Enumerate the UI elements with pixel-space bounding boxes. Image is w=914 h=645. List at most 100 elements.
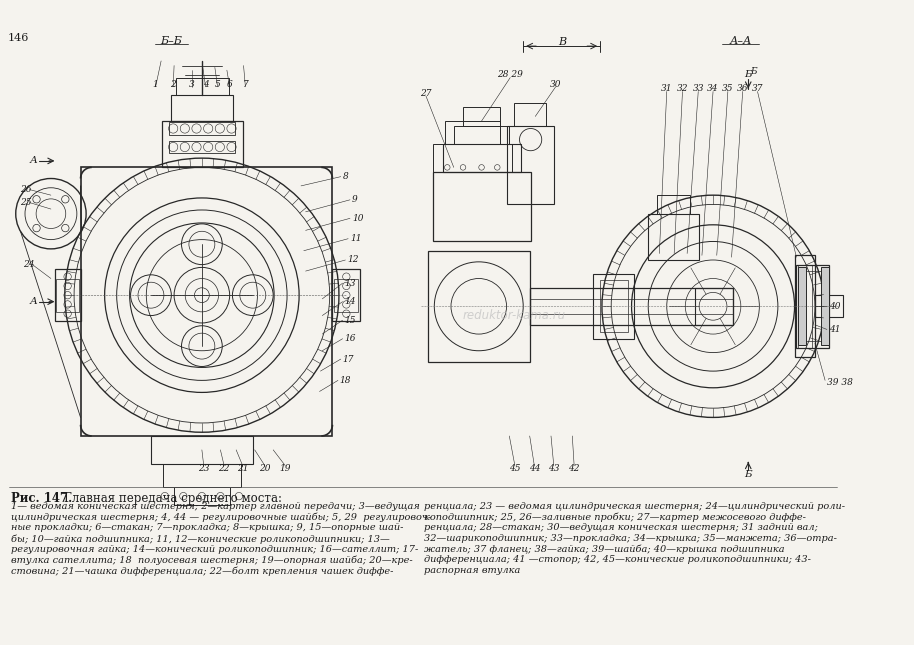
Text: 14: 14 — [345, 297, 356, 306]
Text: 42: 42 — [569, 464, 579, 473]
Text: 41: 41 — [829, 325, 840, 334]
Text: стовина; 21—чашка дифференциала; 22—болт крепления чашек диффе-: стовина; 21—чашка дифференциала; 22—болт… — [11, 566, 394, 575]
Text: 32: 32 — [676, 84, 688, 93]
Text: 13: 13 — [345, 279, 356, 288]
Bar — [648, 213, 699, 260]
Text: 25: 25 — [20, 198, 32, 207]
Bar — [169, 141, 235, 154]
Text: дифференциала; 41 —стопор; 42, 45—конические роликоподшипники; 43-: дифференциала; 41 —стопор; 42, 45—кониче… — [424, 555, 811, 564]
Bar — [151, 436, 253, 464]
Text: 40: 40 — [829, 302, 840, 311]
Text: 37: 37 — [751, 84, 763, 93]
Bar — [798, 268, 805, 345]
Text: ренциала; 23 — ведомая цилиндрическая шестерня; 24—цилиндрический роли-: ренциала; 23 — ведомая цилиндрическая ше… — [424, 502, 845, 511]
Text: 17: 17 — [343, 355, 354, 364]
Bar — [162, 121, 242, 168]
Bar — [801, 271, 824, 341]
Text: 9: 9 — [352, 195, 357, 204]
Text: reduktor-kama.ru: reduktor-kama.ru — [462, 309, 566, 322]
Text: 26: 26 — [20, 185, 32, 194]
Bar — [798, 264, 813, 348]
Text: 33: 33 — [693, 84, 704, 93]
Text: 30: 30 — [550, 79, 561, 88]
Bar — [80, 168, 333, 436]
Text: В: В — [558, 37, 566, 47]
Text: 20: 20 — [259, 464, 271, 473]
Text: 39 38: 39 38 — [827, 378, 853, 387]
Bar — [428, 251, 530, 362]
Text: Б: Б — [744, 70, 752, 79]
Text: коподшипник; 25, 26—заливные пробки; 27—картер межосевого диффе-: коподшипник; 25, 26—заливные пробки; 27—… — [424, 513, 806, 522]
Text: 1— ведомая коническая шестерня; 2—картер главной передачи; 3—ведущая: 1— ведомая коническая шестерня; 2—картер… — [11, 502, 420, 511]
Text: А: А — [29, 297, 37, 306]
Text: цилиндрическая шестерня; 4, 44 — регулировочные шайбы; 5, 29  регулировоч-: цилиндрическая шестерня; 4, 44 — регулир… — [11, 513, 431, 522]
Text: 1: 1 — [153, 79, 158, 88]
Text: 146: 146 — [7, 33, 28, 43]
Bar — [592, 274, 634, 339]
Bar — [507, 126, 554, 204]
Text: 34: 34 — [707, 84, 718, 93]
Bar — [169, 122, 235, 135]
Text: 3: 3 — [189, 79, 195, 88]
Text: Б–Б: Б–Б — [160, 35, 182, 46]
Text: 10: 10 — [352, 214, 364, 223]
Text: 24: 24 — [23, 260, 35, 269]
Text: 36: 36 — [737, 84, 749, 93]
Text: 43: 43 — [548, 464, 559, 473]
Text: А: А — [29, 156, 37, 165]
Text: 32—шарикоподшипник; 33—прокладка; 34—крышка; 35—манжета; 36—отра-: 32—шарикоподшипник; 33—прокладка; 34—кры… — [424, 534, 837, 543]
Text: 12: 12 — [347, 255, 359, 264]
Bar — [822, 268, 829, 345]
Bar — [463, 107, 500, 126]
Bar — [333, 269, 360, 321]
Text: 28 29: 28 29 — [497, 70, 523, 79]
Bar — [176, 79, 228, 95]
Text: втулка сателлита; 18  полуосевая шестерня; 19—опорная шайба; 20—кре-: втулка сателлита; 18 полуосевая шестерня… — [11, 555, 413, 565]
Text: Б: Б — [750, 66, 757, 75]
Bar — [600, 281, 628, 332]
Text: 2: 2 — [170, 79, 176, 88]
Text: жатель; 37 фланец; 38—гайка; 39—шайба; 40—крышка подшипника: жатель; 37 фланец; 38—гайка; 39—шайба; 4… — [424, 545, 785, 554]
Bar — [695, 288, 733, 325]
Bar — [174, 487, 229, 506]
Text: 19: 19 — [280, 464, 291, 473]
Bar — [530, 299, 733, 313]
Text: 27: 27 — [420, 89, 431, 98]
Text: Б: Б — [744, 470, 752, 479]
Text: 35: 35 — [722, 84, 734, 93]
Bar — [171, 95, 233, 121]
Bar — [815, 295, 843, 317]
Bar — [794, 255, 815, 357]
Text: 16: 16 — [345, 334, 356, 343]
Text: 31: 31 — [661, 84, 673, 93]
Bar — [433, 172, 531, 241]
Text: бы; 10—гайка подшипника; 11, 12—конические роликоподшипники; 13—: бы; 10—гайка подшипника; 11, 12—коническ… — [11, 534, 390, 544]
Text: 7: 7 — [242, 79, 249, 88]
Text: 45: 45 — [509, 464, 521, 473]
Bar — [657, 195, 690, 213]
Bar — [55, 269, 80, 321]
Bar — [57, 279, 79, 312]
Bar — [442, 144, 521, 172]
Text: распорная втулка: распорная втулка — [424, 566, 520, 575]
Bar — [530, 288, 733, 325]
Text: ренциала; 28—стакан; 30—ведущая коническая шестерня; 31 задний вал;: ренциала; 28—стакан; 30—ведущая коническ… — [424, 524, 818, 533]
Text: Главная передача среднего моста:: Главная передача среднего моста: — [64, 491, 282, 504]
Text: 23: 23 — [198, 464, 209, 473]
Text: А–А: А–А — [729, 35, 752, 46]
Bar — [453, 126, 509, 144]
Bar — [796, 264, 829, 348]
Bar — [514, 103, 547, 126]
Text: 6: 6 — [227, 79, 232, 88]
Bar — [433, 144, 512, 172]
Text: Рис. 147.: Рис. 147. — [11, 491, 77, 504]
Text: 22: 22 — [218, 464, 229, 473]
Bar — [444, 121, 500, 144]
Text: ные прокладки; 6—стакан; 7—прокладка; 8—крышка; 9, 15—опорные шай-: ные прокладки; 6—стакан; 7—прокладка; 8—… — [11, 524, 403, 533]
Text: 15: 15 — [345, 315, 356, 324]
Text: регулировочная гайка; 14—конический роликоподшипник; 16—сателлит; 17-: регулировочная гайка; 14—конический роли… — [11, 545, 419, 554]
Text: 44: 44 — [528, 464, 540, 473]
Text: 5: 5 — [215, 79, 220, 88]
Bar — [335, 279, 358, 312]
Text: 21: 21 — [237, 464, 249, 473]
